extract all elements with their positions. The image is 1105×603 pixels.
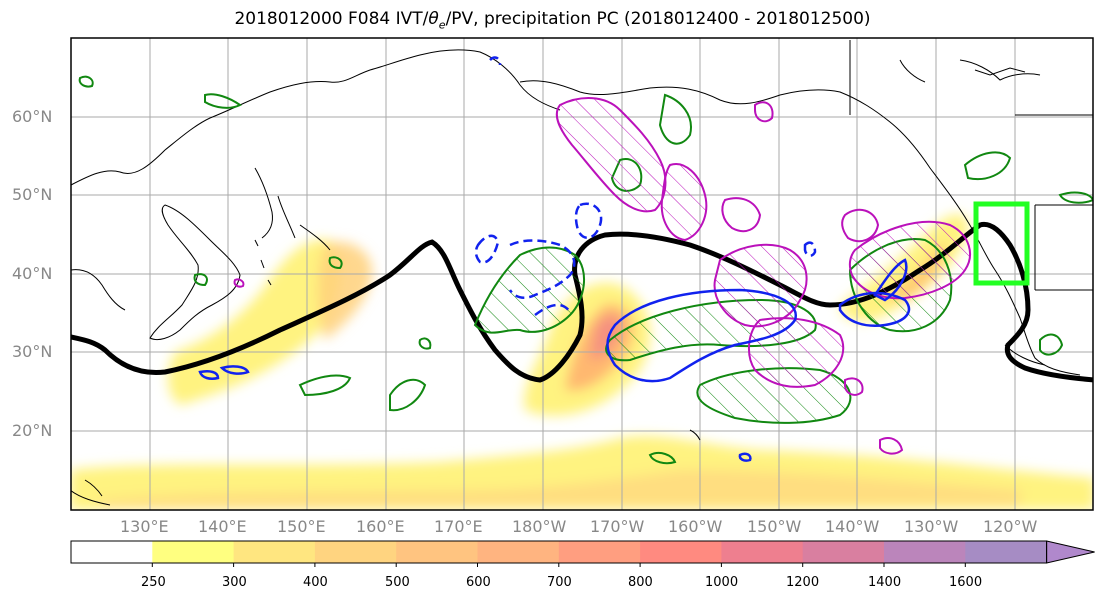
colorbar-segment xyxy=(802,541,885,563)
lon-label-120w: 120°W xyxy=(983,517,1038,536)
colorbar-segment xyxy=(233,541,316,563)
lon-label-150e: 150°E xyxy=(277,517,326,536)
lat-label-40n: 40°N xyxy=(12,264,53,283)
colorbar-tick-1400: 1400 xyxy=(868,575,902,590)
precip-blue-dashed xyxy=(474,56,817,316)
colorbar-segment xyxy=(558,541,641,563)
colorbar-segment xyxy=(396,541,479,563)
map-frame xyxy=(70,37,1094,511)
colorbar-tick-800: 800 xyxy=(628,575,653,590)
lon-label-130w: 130°W xyxy=(904,517,959,536)
lon-label-180w: 180°W xyxy=(512,517,567,536)
colorbar-tick-1200: 1200 xyxy=(786,575,820,590)
lon-label-160e: 160°E xyxy=(356,517,405,536)
colorbar xyxy=(70,540,1095,567)
precip-blue-regions xyxy=(198,258,911,462)
lon-label-140w: 140°W xyxy=(825,517,880,536)
colorbar-tick-250: 250 xyxy=(141,575,166,590)
colorbar-segment xyxy=(71,541,153,563)
colorbar-segment xyxy=(314,541,397,563)
colorbar-segment xyxy=(721,541,804,563)
coastlines xyxy=(71,40,1093,506)
colorbar-segment xyxy=(152,541,235,563)
colorbar-tick-1600: 1600 xyxy=(949,575,983,590)
colorbar-tick-1000: 1000 xyxy=(705,575,739,590)
colorbar-segment xyxy=(477,541,560,563)
precip-magenta-regions xyxy=(233,97,971,455)
lat-label-20n: 20°N xyxy=(12,421,53,440)
target-region-box xyxy=(973,201,1030,286)
colorbar-extend-arrow xyxy=(1046,540,1095,564)
colorbar-tick-700: 700 xyxy=(547,575,572,590)
lat-label-50n: 50°N xyxy=(12,185,53,204)
colorbar-tick-400: 400 xyxy=(303,575,328,590)
colorbar-tick-600: 600 xyxy=(466,575,491,590)
lon-label-130e: 130°E xyxy=(120,517,169,536)
map-title: 2018012000 F084 IVT/θe/PV, precipitation… xyxy=(234,9,871,32)
lon-label-170e: 170°E xyxy=(434,517,483,536)
lat-label-30n: 30°N xyxy=(12,342,53,361)
pv-contour xyxy=(71,221,1093,383)
lon-label-170w: 170°W xyxy=(590,517,645,536)
colorbar-segment xyxy=(884,541,966,563)
lon-label-150w: 150°W xyxy=(747,517,802,536)
colorbar-tick-300: 300 xyxy=(222,575,247,590)
lon-label-160w: 160°W xyxy=(668,517,723,536)
lon-label-140e: 140°E xyxy=(198,517,247,536)
lat-label-60n: 60°N xyxy=(12,107,53,126)
colorbar-tick-500: 500 xyxy=(385,575,410,590)
colorbar-segment xyxy=(640,541,722,563)
colorbar-segment xyxy=(965,541,1048,563)
